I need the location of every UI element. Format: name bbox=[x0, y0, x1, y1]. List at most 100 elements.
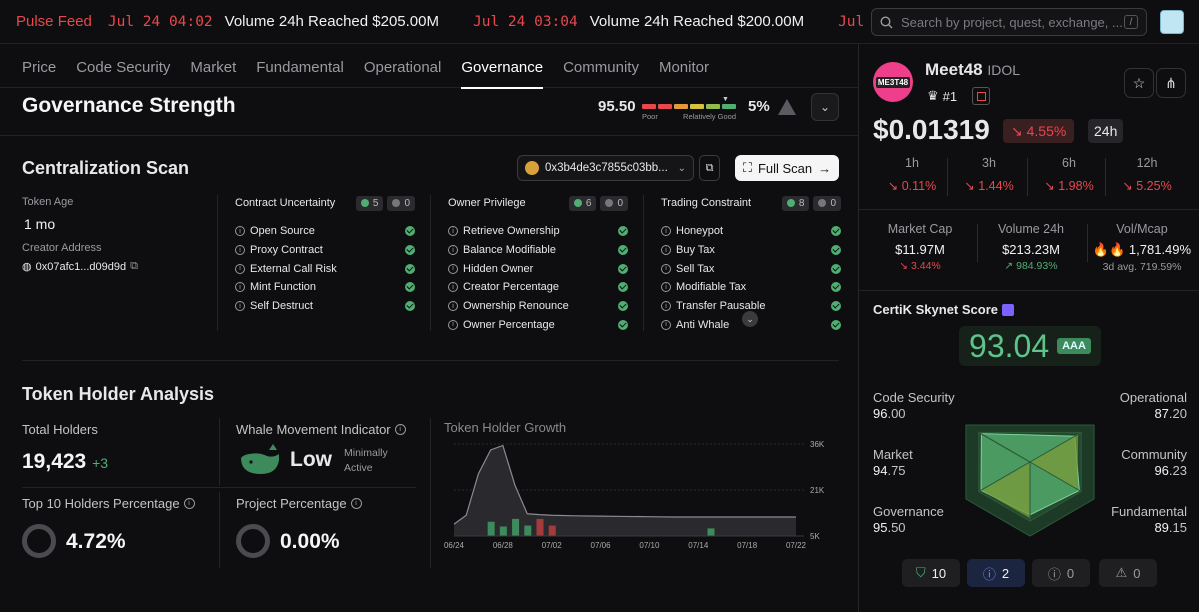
timeframe-label: 6h bbox=[1062, 156, 1076, 170]
radar-label-int: 96 bbox=[873, 406, 888, 421]
timeframe-12h: 12h ↘ 5.25% bbox=[1107, 156, 1187, 193]
contract-address-select[interactable]: 0x3b4de3c7855c03bb... ⌄ bbox=[517, 155, 694, 181]
holder-change-bar bbox=[548, 525, 556, 536]
scan-item[interactable]: i Mint Function bbox=[235, 278, 415, 297]
warning-count[interactable]: ⚠ 0 bbox=[1099, 559, 1157, 587]
info-icon: i bbox=[235, 263, 245, 274]
holder-growth-label: Token Holder Growth bbox=[444, 420, 567, 435]
tab-community[interactable]: Community bbox=[563, 58, 639, 76]
holder-change-bar bbox=[524, 525, 532, 536]
period-select[interactable]: 24h bbox=[1088, 119, 1124, 143]
scan-icon: ⛶ bbox=[742, 160, 752, 175]
divider bbox=[859, 209, 1199, 210]
gauge-segment bbox=[706, 104, 720, 109]
scan-item[interactable]: i Honeypot bbox=[661, 222, 841, 241]
gauge-segment bbox=[722, 104, 736, 109]
token-icon bbox=[525, 161, 539, 175]
ticker-time: Jul 24 03:04 bbox=[472, 13, 578, 30]
token-age-label: Token Age bbox=[22, 196, 74, 208]
search-box[interactable]: / bbox=[871, 8, 1147, 36]
full-scan-label: Full Scan bbox=[757, 160, 813, 176]
total-holders-delta: +3 bbox=[92, 455, 109, 471]
project-symbol: IDOL bbox=[987, 62, 1021, 78]
external-link-button[interactable]: ⧉ bbox=[699, 155, 720, 181]
scan-item[interactable]: i Self Destruct bbox=[235, 297, 415, 316]
divider bbox=[219, 492, 220, 568]
main-content: Governance Strength 95.50 ▼ Poor Relativ… bbox=[0, 88, 858, 612]
scan-item[interactable]: i Open Source bbox=[235, 222, 415, 241]
divider bbox=[1105, 158, 1106, 196]
info-icon: i bbox=[661, 226, 671, 237]
tab-market[interactable]: Market bbox=[190, 58, 237, 76]
favorite-button[interactable]: ☆ bbox=[1124, 68, 1154, 98]
vol-mcap: Vol/Mcap 🔥🔥 1,781.49% 3d avg. 719.59% bbox=[1087, 222, 1197, 273]
scan-item[interactable]: i Hidden Owner bbox=[448, 259, 628, 278]
total-holders-label: Total Holders bbox=[22, 422, 98, 437]
user-avatar[interactable] bbox=[1160, 10, 1184, 34]
divider bbox=[0, 135, 858, 136]
scan-item[interactable]: i Owner Percentage bbox=[448, 315, 628, 334]
scan-item[interactable]: i Modifiable Tax bbox=[661, 278, 841, 297]
scan-item[interactable]: i Buy Tax bbox=[661, 241, 841, 260]
top-bar: Pulse Feed Jul 24 04:02 Volume 24h Reach… bbox=[0, 0, 1199, 44]
holder-change-bar bbox=[707, 528, 715, 536]
tab-operational[interactable]: Operational bbox=[363, 58, 442, 76]
tab-fundamental[interactable]: Fundamental bbox=[256, 58, 344, 76]
y-tick-label: 21K bbox=[810, 486, 825, 495]
scan-item-label: Modifiable Tax bbox=[676, 281, 747, 294]
ticker-text: Volume 24h Reached $205.00M bbox=[224, 13, 439, 30]
timeframe-1h: 1h ↘ 0.11% bbox=[872, 156, 952, 193]
scan-item[interactable]: i Retrieve Ownership bbox=[448, 222, 628, 241]
creator-address-link[interactable]: ◍ 0x07afc1...d09d9d ⧉ bbox=[22, 260, 138, 273]
check-icon bbox=[360, 199, 369, 207]
vol-mcap-label: Vol/Mcap bbox=[1116, 222, 1168, 236]
info-icon[interactable]: i bbox=[350, 498, 362, 509]
collapse-button[interactable]: ⌄ bbox=[811, 93, 839, 121]
project-name-text: Meet48 bbox=[925, 60, 983, 79]
share-button[interactable]: ⋔ bbox=[1156, 68, 1186, 98]
ticker-item[interactable]: Jul 2 bbox=[838, 14, 894, 30]
scan-item[interactable]: i Balance Modifiable bbox=[448, 241, 628, 260]
search-input[interactable] bbox=[901, 14, 1124, 30]
ticker-item[interactable]: Jul 24 03:04 Volume 24h Reached $200.00M bbox=[473, 13, 804, 30]
check-icon bbox=[786, 199, 795, 207]
info-count[interactable]: ⓘ 2 bbox=[967, 559, 1025, 587]
scan-item[interactable]: i Creator Percentage bbox=[448, 278, 628, 297]
chevron-down-icon: ⌄ bbox=[819, 100, 831, 114]
scan-item[interactable]: i Sell Tax bbox=[661, 259, 841, 278]
fire-icon: 🔥🔥 bbox=[1092, 242, 1126, 257]
ticker-item[interactable]: Jul 24 04:02 Volume 24h Reached $205.00M bbox=[108, 13, 439, 30]
holder-growth-chart[interactable]: 36K 21K 5K 06/24 06/28 07/02 07/06 07/10 07/14 07… bbox=[444, 440, 836, 564]
tab-code-security[interactable]: Code Security bbox=[76, 58, 171, 76]
timeframe-change-value: 5.25% bbox=[1136, 179, 1172, 193]
chain-icon[interactable] bbox=[972, 87, 990, 105]
expand-more-button[interactable]: ⌄ bbox=[742, 311, 758, 327]
scan-item[interactable]: i Transfer Pausable bbox=[661, 297, 841, 316]
scan-column-header: Trading Constraint 8 0 bbox=[661, 195, 841, 211]
skynet-score: 93.04 bbox=[969, 327, 1050, 364]
radar-label-dec: .00 bbox=[887, 406, 906, 421]
scan-item[interactable]: i Ownership Renounce bbox=[448, 297, 628, 316]
radar-label-dec: .23 bbox=[1168, 463, 1187, 478]
scan-item[interactable]: i External Call Risk bbox=[235, 259, 415, 278]
info-badge: 0 bbox=[600, 195, 628, 211]
ticker-text: Volume 24h Reached $200.00M bbox=[589, 13, 805, 30]
tab-monitor[interactable]: Monitor bbox=[658, 58, 709, 76]
minor-count[interactable]: ⓘ 0 bbox=[1032, 559, 1090, 587]
scan-item[interactable]: i Anti Whale bbox=[661, 315, 841, 334]
ticker-time: Jul 2 bbox=[838, 13, 882, 30]
tab-governance[interactable]: Governance bbox=[461, 46, 543, 89]
info-icon[interactable]: i bbox=[394, 424, 406, 435]
full-scan-button[interactable]: ⛶ Full Scan → bbox=[735, 155, 839, 181]
external-link-icon: ⧉ bbox=[130, 260, 138, 272]
vol-mcap-value-text: 1,781.49% bbox=[1128, 242, 1192, 257]
chevron-down-icon: ⌄ bbox=[677, 162, 686, 174]
pulse-feed-label[interactable]: Pulse Feed bbox=[16, 13, 92, 30]
verified-count[interactable]: ⛉ 10 bbox=[902, 559, 960, 587]
info-icon[interactable]: i bbox=[183, 498, 195, 509]
x-tick-label: 07/22 bbox=[786, 541, 807, 550]
tab-price[interactable]: Price bbox=[22, 58, 57, 76]
scan-item[interactable]: i Proxy Contract bbox=[235, 241, 415, 260]
radar-label-community: Community 96.23 bbox=[1121, 447, 1187, 479]
market-cap-change-value: 3.44% bbox=[910, 260, 941, 272]
